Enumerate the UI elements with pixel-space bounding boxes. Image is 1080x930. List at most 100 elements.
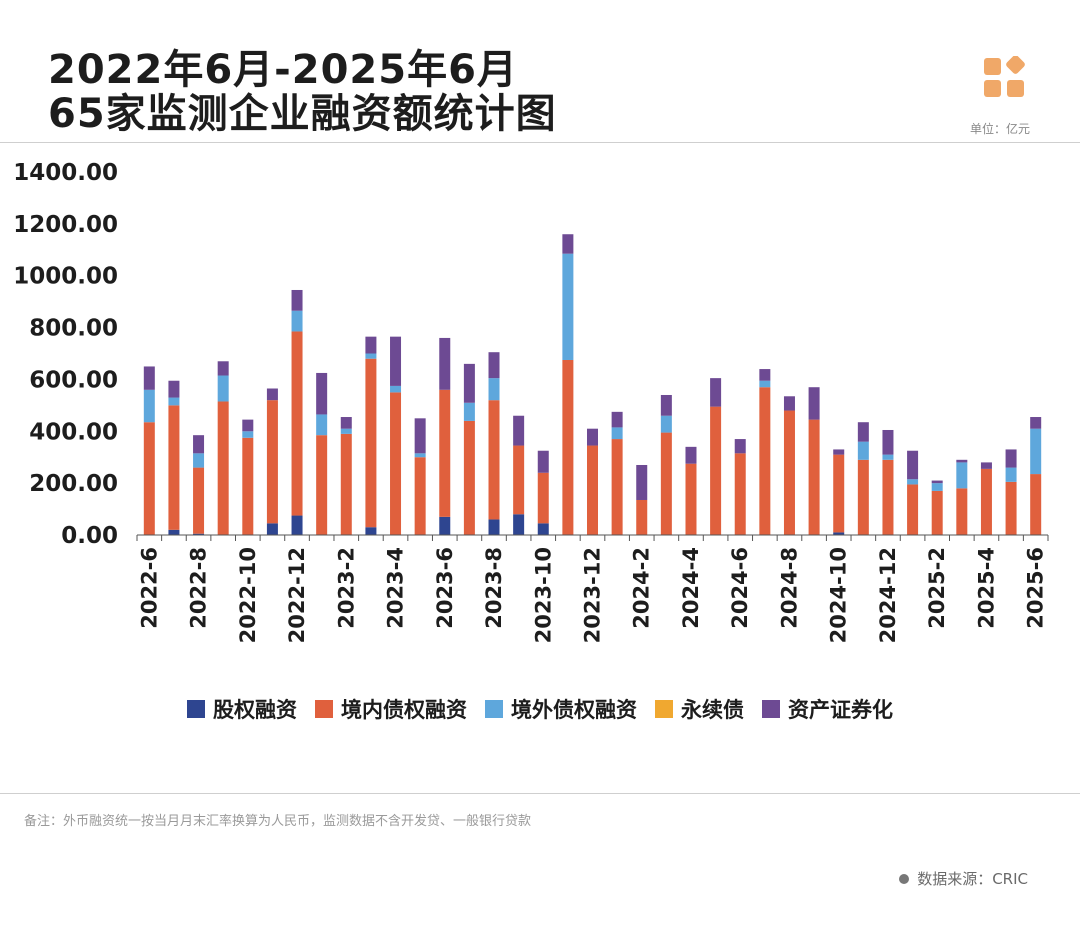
bar-segment-equity	[537, 523, 549, 535]
bar-segment-abs	[759, 369, 771, 381]
bar-segment-abs	[980, 462, 992, 469]
x-tick-label: 2025-4	[974, 547, 998, 629]
x-tick-label: 2023-12	[581, 547, 605, 643]
bar-segment-domestic-debt	[710, 406, 722, 535]
x-tick-label: 2024-8	[777, 547, 801, 629]
x-tick-label: 2025-2	[925, 547, 949, 629]
bar-segment-domestic-debt	[562, 359, 574, 535]
bar-segment-overseas-debt	[488, 378, 500, 401]
x-tick-label: 2023-8	[482, 547, 506, 629]
bar-segment-domestic-debt	[857, 459, 869, 535]
bar-segment-overseas-debt	[463, 402, 475, 421]
bar-segment-abs	[783, 396, 795, 411]
bar-segment-abs	[488, 352, 500, 379]
source-label: 数据来源：CRIC	[917, 870, 1028, 888]
bar-segment-domestic-debt	[956, 488, 968, 535]
bar-segment-abs	[956, 459, 968, 463]
bar-segment-equity	[266, 523, 278, 535]
bar-segment-overseas-debt	[956, 462, 968, 489]
bar-segment-abs	[340, 417, 352, 429]
bar-segment-abs	[390, 336, 402, 386]
legend-item-overseas-debt: 境外债权融资	[485, 694, 637, 724]
bar-segment-overseas-debt	[931, 483, 943, 491]
bar-segment-abs	[660, 394, 672, 416]
x-tick-label: 2022-12	[285, 547, 309, 643]
y-tick-label: 1200.00	[13, 212, 118, 238]
bar-segment-domestic-debt	[636, 500, 648, 535]
bar-segment-domestic-debt	[143, 422, 155, 535]
bar-segment-equity	[439, 516, 451, 535]
bar-segment-domestic-debt	[907, 484, 919, 535]
bar-segment-overseas-debt	[390, 385, 402, 393]
bar-segment-abs	[537, 450, 549, 473]
bar-segment-domestic-debt	[390, 392, 402, 535]
legend-label-equity: 股权融资	[213, 698, 297, 722]
brand-logo-icon	[984, 56, 1025, 97]
bar-segment-overseas-debt	[316, 414, 328, 436]
header-divider	[0, 142, 1080, 143]
bar-segment-overseas-debt	[291, 310, 303, 332]
bar-segment-domestic-debt	[660, 432, 672, 535]
bar-segment-domestic-debt	[291, 331, 303, 516]
bar-segment-domestic-debt	[217, 401, 229, 535]
bar-segment-overseas-debt	[857, 441, 869, 460]
bar-segment-overseas-debt	[1030, 428, 1042, 475]
x-tick-label: 2023-2	[334, 547, 358, 629]
bar-segment-abs	[365, 336, 377, 354]
bar-segment-overseas-debt	[242, 431, 254, 438]
x-tick-label: 2022-6	[137, 547, 161, 629]
x-tick-label: 2023-4	[384, 547, 408, 629]
x-tick-label: 2024-2	[630, 547, 654, 629]
bar-segment-abs	[463, 363, 475, 403]
logo-square-tl	[984, 58, 1001, 75]
bar-segment-abs	[833, 449, 845, 455]
bar-segment-equity	[833, 532, 845, 535]
logo-square-bl	[984, 80, 1001, 97]
bar-segment-abs	[414, 418, 426, 454]
legend-swatch-abs	[762, 700, 780, 718]
bar-segment-domestic-debt	[537, 472, 549, 524]
bar-segment-overseas-debt	[611, 427, 623, 440]
x-tick-label: 2024-4	[679, 547, 703, 629]
bar-segment-domestic-debt	[513, 445, 525, 515]
bar-segment-domestic-debt	[685, 463, 697, 535]
bar-segment-abs	[266, 388, 278, 401]
bar-segment-overseas-debt	[193, 453, 205, 468]
bar-segment-abs	[907, 450, 919, 480]
bar-segment-overseas-debt	[660, 415, 672, 433]
bar-segment-abs	[439, 337, 451, 390]
logo-diamond-tr	[1006, 56, 1025, 74]
x-tick-label: 2025-6	[1024, 547, 1048, 629]
bar-segment-abs	[685, 446, 697, 464]
bar-segment-abs	[611, 411, 623, 428]
bar-segment-overseas-debt	[168, 397, 180, 406]
bar-segment-equity	[513, 514, 525, 535]
x-tick-label: 2024-10	[827, 547, 851, 643]
bar-segment-domestic-debt	[882, 459, 894, 535]
bar-segment-domestic-debt	[808, 419, 820, 535]
bar-segment-domestic-debt	[488, 400, 500, 520]
bar-segment-overseas-debt	[143, 389, 155, 423]
bar-segment-domestic-debt	[833, 454, 845, 533]
bar-segment-abs	[857, 422, 869, 442]
bar-segment-overseas-debt	[414, 453, 426, 458]
bar-segment-domestic-debt	[365, 358, 377, 528]
bar-segment-overseas-debt	[759, 380, 771, 388]
bar-segment-domestic-debt	[414, 457, 426, 535]
legend-label-abs: 资产证券化	[788, 698, 893, 722]
bar-segment-abs	[168, 380, 180, 398]
bar-segment-abs	[143, 366, 155, 390]
bar-segment-equity	[193, 533, 205, 535]
legend-swatch-equity	[187, 700, 205, 718]
bar-segment-domestic-debt	[316, 435, 328, 535]
source-dot-icon	[899, 873, 910, 884]
bar-segment-domestic-debt	[266, 400, 278, 524]
stacked-bar-chart: 0.00 200.00 400.00 600.00 800.00 1000.00 1200.…	[13, 160, 1049, 643]
bar-segment-domestic-debt	[587, 445, 598, 535]
bar-segment-overseas-debt	[1005, 467, 1017, 482]
x-tick-label: 2023-10	[531, 547, 555, 643]
bar-segment-abs	[734, 439, 746, 454]
bar-segment-equity	[291, 515, 303, 535]
x-tick-label: 2024-12	[876, 547, 900, 643]
bar-segment-overseas-debt	[365, 353, 377, 359]
